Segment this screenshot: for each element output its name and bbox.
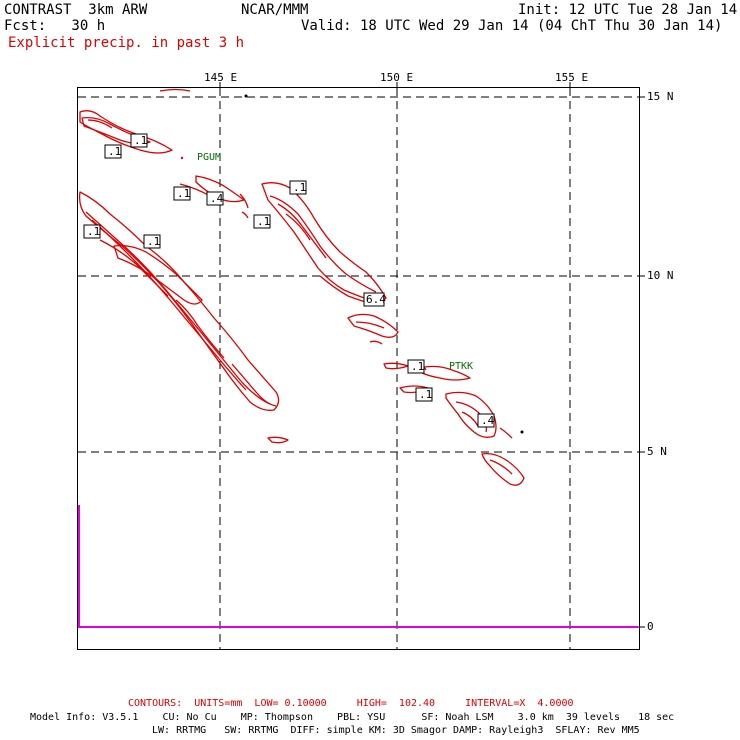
precip-contours	[78, 88, 525, 486]
lat-label-5: 5 N	[647, 445, 667, 458]
lon-label-155: 155 E	[555, 71, 589, 84]
contour-label: .1	[411, 360, 425, 373]
contour-label: 6.4	[366, 293, 386, 306]
model-name: CONTRAST 3km ARW	[4, 2, 148, 18]
contour-label: .1	[419, 388, 433, 401]
contour-label: .1	[87, 225, 101, 238]
valid-time: Valid: 18 UTC Wed 29 Jan 14 (04 ChT Thu …	[301, 18, 723, 34]
lon-label-145: 145 E	[204, 71, 238, 84]
contour-label: .1	[257, 215, 271, 228]
station-label-pgum: PGUM	[197, 152, 222, 163]
profile-trace	[78, 505, 638, 628]
graticule	[78, 88, 639, 649]
organization: NCAR/MMM	[241, 2, 309, 18]
contour-label: .1	[293, 181, 307, 194]
contour-label: .1	[134, 134, 148, 147]
contour-label: .4	[210, 192, 224, 205]
field-title: Explicit precip. in past 3 h	[8, 35, 245, 51]
lat-label-10: 10 N	[647, 269, 674, 282]
contour-label-boxes	[83, 133, 495, 428]
lat-label-15: 15 N	[647, 90, 674, 103]
contour-label: .1	[177, 187, 191, 200]
contour-label: .4	[481, 414, 495, 427]
contour-label: .1	[147, 235, 161, 248]
profile-zero-label: 0	[647, 620, 654, 633]
init-time: Init: 12 UTC Tue 28 Jan 14	[518, 2, 738, 18]
lon-label-150: 150 E	[380, 71, 414, 84]
contour-info: CONTOURS: UNITS=mm LOW= 0.10000 HIGH= 10…	[128, 698, 574, 709]
forecast-hour: Fcst: 30 h	[4, 18, 106, 34]
model-info-line1: Model Info: V3.5.1 CU: No Cu MP: Thompso…	[30, 712, 675, 723]
map-frame	[77, 87, 640, 650]
station-label-ptkk: PTKK	[449, 361, 474, 372]
contour-label: .1	[108, 145, 122, 158]
model-info-line2: LW: RRTMG SW: RRTMG DIFF: simple KM: 3D …	[152, 725, 640, 736]
